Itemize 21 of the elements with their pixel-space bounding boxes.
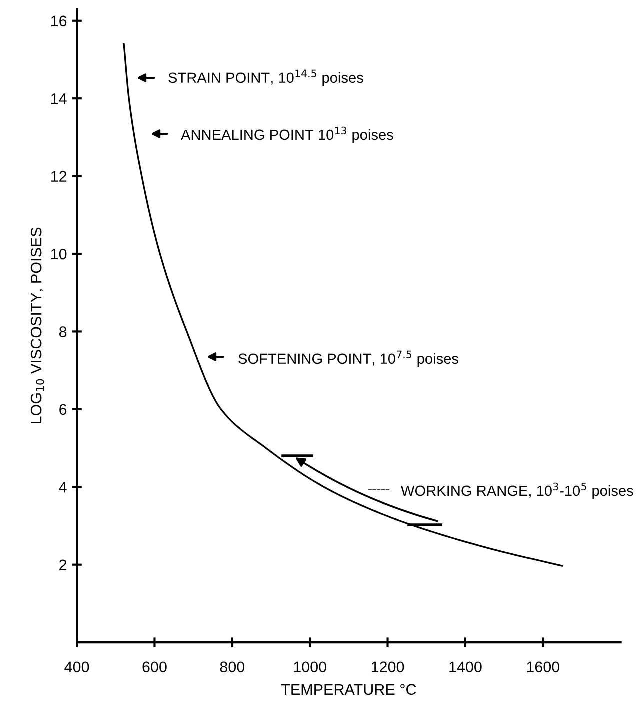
y-tick-label: 16: [51, 16, 67, 27]
x-tick-label: 600: [142, 662, 167, 673]
x-tick-label: 400: [64, 662, 90, 673]
y-tick-label: 6: [60, 404, 67, 416]
x-tick-label: 1600: [527, 662, 560, 673]
y-tick-label: 2: [60, 560, 67, 570]
annotation: STRAIN POINT, 10$^{14.5}$ poises: [168, 70, 364, 86]
x-tick-label: 1400: [450, 662, 482, 673]
x-axis-title: TEMPERATURE °C: [281, 684, 416, 696]
y-tick-label: 14: [51, 94, 67, 104]
annotation: WORKING RANGE, 10$^{3}$-10$^{5}$ poises: [401, 482, 634, 500]
y-tick-label: 8: [59, 326, 67, 338]
annotation: ANNEALING POINT 10$^{13}$ poises: [181, 126, 394, 144]
x-tick-label: 1000: [294, 662, 326, 673]
x-tick-label: 1200: [372, 662, 404, 673]
y-tick-label: 4: [59, 482, 67, 493]
y-tick-label: 12: [51, 171, 67, 182]
annotation: SOFTENING POINT, 10$^{7.5}$ poises: [238, 350, 458, 367]
y-axis-title: LOG$_{10}$ VISCOSITY, POISES: [30, 228, 44, 424]
x-tick-label: 800: [220, 662, 245, 673]
y-tick-label: 10: [51, 248, 67, 260]
